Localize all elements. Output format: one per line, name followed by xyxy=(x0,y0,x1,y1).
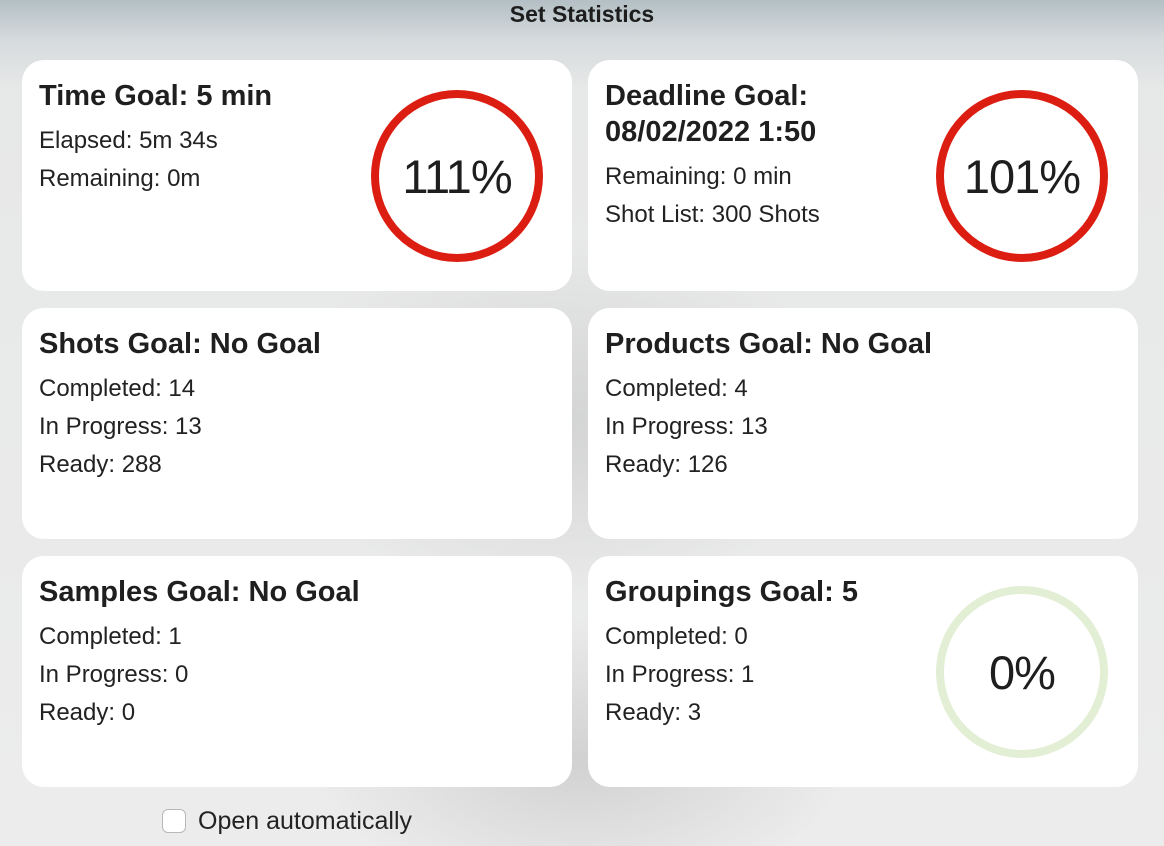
in-progress-stat: In Progress: 13 xyxy=(39,413,202,440)
open-automatically-label[interactable]: Open automatically xyxy=(198,806,413,835)
card-title: Time Goal: 5 min xyxy=(39,80,273,112)
ready-stat: Ready: 0 xyxy=(39,699,136,726)
open-automatically-checkbox[interactable] xyxy=(162,809,186,833)
card-title: Deadline Goal: 08/02/2022 1:50 xyxy=(605,80,817,148)
card-title: Products Goal: No Goal xyxy=(605,328,933,360)
completed-stat: Completed: 4 xyxy=(605,375,748,402)
deadline-goal-card: Deadline Goal: 08/02/2022 1:50 Remaining… xyxy=(588,60,1138,291)
open-automatically-option[interactable]: Open automatically xyxy=(162,806,412,836)
shot-list-stat: Shot List: 300 Shots xyxy=(605,201,820,228)
completed-stat: Completed: 0 xyxy=(605,623,748,650)
in-progress-stat: In Progress: 13 xyxy=(605,413,768,440)
progress-ring: 0% xyxy=(936,586,1108,758)
remaining-stat: Remaining: 0 min xyxy=(605,163,792,190)
in-progress-stat: In Progress: 1 xyxy=(605,661,755,688)
progress-ring: 111% xyxy=(371,90,543,262)
ready-stat: Ready: 288 xyxy=(39,451,162,478)
groupings-goal-card: Groupings Goal: 5 Completed: 0 In Progre… xyxy=(588,556,1138,787)
window-title: Set Statistics xyxy=(509,1,655,27)
progress-percent: 101% xyxy=(963,149,1081,203)
card-title: Shots Goal: No Goal xyxy=(39,328,321,360)
time-goal-card: Time Goal: 5 min Elapsed: 5m 34s Remaini… xyxy=(22,60,572,291)
card-title: Groupings Goal: 5 xyxy=(605,576,858,608)
elapsed-stat: Elapsed: 5m 34s xyxy=(39,127,218,154)
completed-stat: Completed: 14 xyxy=(39,375,196,402)
remaining-stat: Remaining: 0m xyxy=(39,165,201,192)
progress-ring: 101% xyxy=(936,90,1108,262)
progress-percent: 111% xyxy=(402,149,512,203)
completed-stat: Completed: 1 xyxy=(39,623,182,650)
card-title: Samples Goal: No Goal xyxy=(39,576,360,608)
ready-stat: Ready: 126 xyxy=(605,451,728,478)
in-progress-stat: In Progress: 0 xyxy=(39,661,189,688)
ready-stat: Ready: 3 xyxy=(605,699,702,726)
progress-percent: 0% xyxy=(989,645,1056,699)
samples-goal-card: Samples Goal: No Goal Completed: 1 In Pr… xyxy=(22,556,572,787)
shots-goal-card: Shots Goal: No Goal Completed: 14 In Pro… xyxy=(22,308,572,539)
products-goal-card: Products Goal: No Goal Completed: 4 In P… xyxy=(588,308,1138,539)
